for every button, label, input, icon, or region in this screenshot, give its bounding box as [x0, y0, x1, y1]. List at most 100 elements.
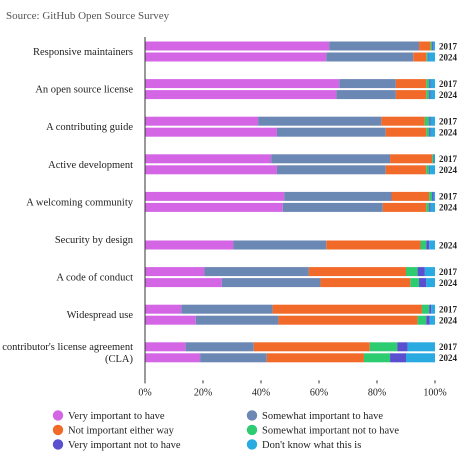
bar-segment	[145, 154, 272, 164]
bar-segment	[195, 315, 279, 325]
bar-segment	[382, 202, 427, 212]
bar-segment	[145, 304, 182, 314]
bar-segment	[385, 127, 427, 137]
bar-segment	[428, 52, 435, 62]
legend-marker	[52, 410, 64, 421]
bar-segment	[426, 315, 430, 325]
bar-segment	[145, 353, 201, 363]
bar-segment	[272, 304, 422, 314]
year-label: 2017	[439, 342, 458, 352]
bar-segment	[200, 353, 267, 363]
bar-segment	[417, 267, 425, 277]
category-label: Responsive maintainers	[33, 47, 133, 58]
bar-segment	[427, 52, 429, 62]
bar-segment	[429, 202, 431, 212]
legend-label: Very important to have	[68, 411, 165, 422]
bar-segment	[420, 240, 427, 250]
bar-segment	[145, 342, 186, 352]
bar-segment	[385, 165, 427, 175]
bar-segment	[320, 278, 411, 288]
bar-segment	[413, 52, 427, 62]
year-label: 2017	[439, 267, 458, 277]
category-label: A welcoming community	[26, 197, 133, 208]
bar-segment	[308, 267, 406, 277]
bar-segment	[395, 79, 427, 89]
bar-segment	[390, 154, 433, 164]
year-label: 2024	[439, 90, 458, 100]
bar-segment	[145, 165, 277, 175]
bar-segment	[363, 353, 391, 363]
bar-segment	[417, 315, 427, 325]
bar-segment	[430, 116, 435, 126]
bar-segment	[426, 79, 430, 89]
bar-segment	[397, 342, 408, 352]
bar-segment	[432, 191, 434, 201]
x-tick-label: 40%	[252, 387, 270, 398]
legend-marker	[246, 410, 258, 421]
bar-segment	[430, 90, 435, 100]
category-labels: Responsive maintainers An open source lic…	[0, 47, 134, 365]
bar-segment	[426, 278, 435, 288]
category-label: Active development	[48, 160, 133, 171]
bar-segment	[426, 165, 430, 175]
bar-segment	[276, 127, 386, 137]
bar-segment	[433, 154, 435, 164]
bar-segment	[145, 116, 259, 126]
year-label: 2024	[439, 52, 458, 62]
legend-label: Somewhat important not to have	[262, 426, 399, 437]
bar-segment	[185, 342, 254, 352]
bar-segment	[429, 127, 431, 137]
category-label: An open source license	[35, 85, 133, 96]
bar-segment	[253, 342, 370, 352]
legend-marker	[246, 439, 258, 450]
bars-group: 2017202420172024201720242017202420172024…	[145, 41, 458, 363]
bar-segment	[429, 315, 435, 325]
bar-segment	[339, 79, 396, 89]
category-label: Widespread use	[67, 310, 134, 321]
bar-segment	[432, 41, 435, 51]
category-label: A contributor's license agreement (CLA)	[0, 342, 133, 365]
bar-segment	[426, 52, 428, 62]
bar-segment	[432, 154, 434, 164]
year-label: 2024	[439, 203, 458, 213]
bar-segment	[326, 240, 421, 250]
year-label: 2024	[439, 353, 458, 363]
bar-segment	[395, 90, 427, 100]
x-axis: 0% 20% 40% 60% 80% 100%	[138, 37, 447, 398]
bar-segment	[430, 165, 435, 175]
bar-segment	[145, 52, 327, 62]
year-label: 2024	[439, 278, 458, 288]
bar-segment	[429, 116, 431, 126]
bar-segment	[145, 278, 222, 288]
year-label: 2024	[439, 240, 458, 250]
bar-segment	[426, 240, 430, 250]
chart-source: Source: GitHub Open Source Survey	[6, 10, 170, 22]
year-label: 2017	[439, 305, 458, 315]
bar-segment	[429, 79, 431, 89]
bar-segment	[271, 154, 391, 164]
year-label: 2017	[439, 41, 458, 51]
bar-segment	[429, 90, 431, 100]
bar-segment	[369, 342, 398, 352]
x-tick-label: 0%	[138, 387, 151, 398]
year-label: 2017	[439, 79, 458, 89]
bar-segment	[407, 342, 435, 352]
bar-segment	[419, 41, 431, 51]
bar-segment	[390, 353, 406, 363]
legend: Very important to have Somewhat important…	[52, 410, 399, 451]
year-label: 2024	[439, 165, 458, 175]
bar-segment	[221, 278, 321, 288]
year-label: 2024	[439, 128, 458, 138]
category-label: A contributing guide	[46, 122, 133, 133]
bar-segment	[284, 191, 392, 201]
bar-segment	[430, 41, 433, 51]
x-tick-label: 80%	[368, 387, 386, 398]
legend-marker	[52, 424, 64, 436]
bar-segment	[421, 304, 430, 314]
bar-segment	[432, 41, 433, 51]
bar-segment	[430, 202, 435, 212]
bar-segment	[429, 304, 432, 314]
bar-segment	[329, 41, 420, 51]
bar-segment	[410, 278, 420, 288]
